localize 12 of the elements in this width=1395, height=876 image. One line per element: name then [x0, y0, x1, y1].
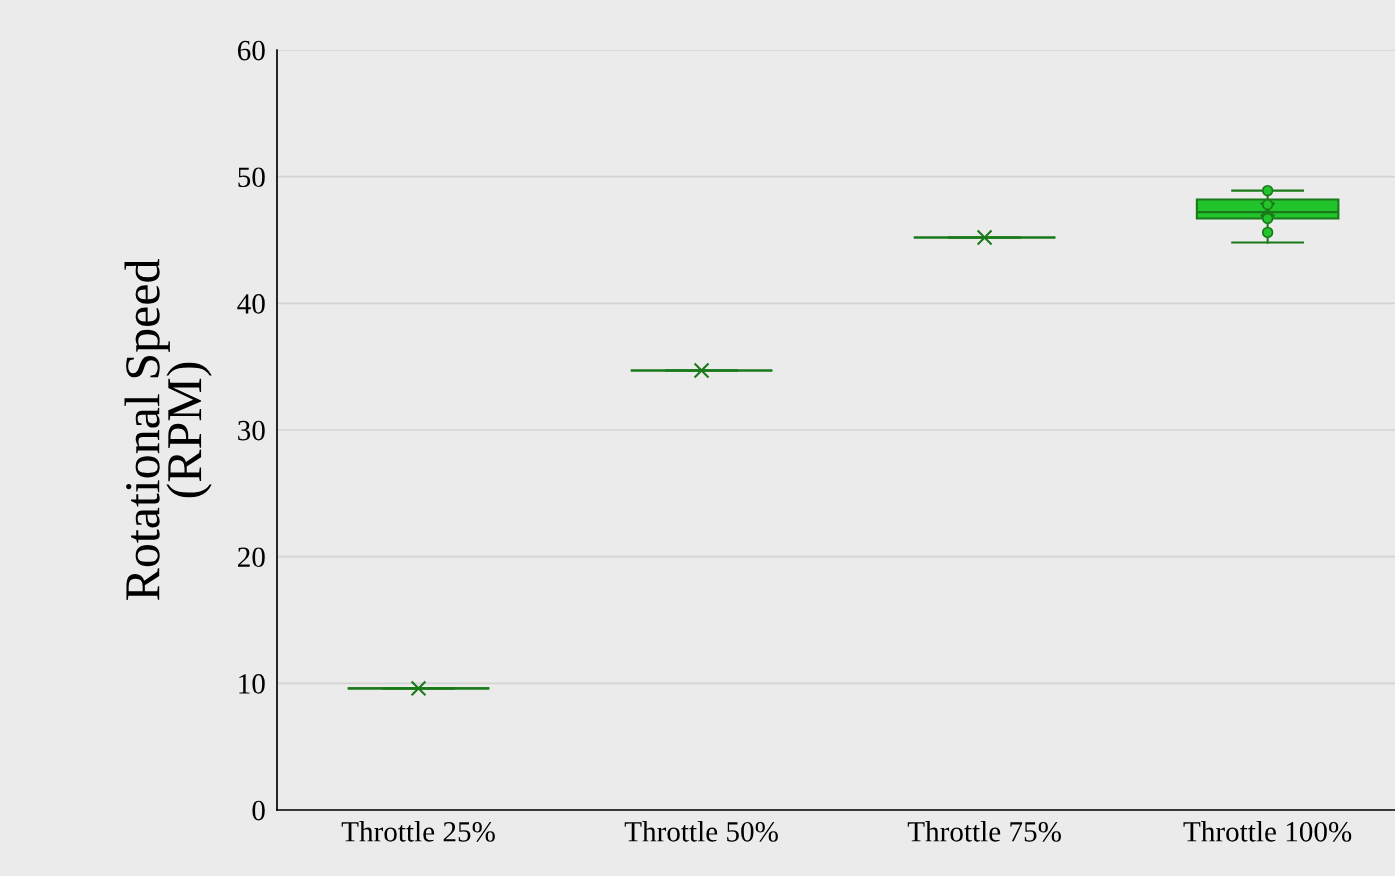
y-tick-label: 0 [252, 800, 265, 821]
x-tick-label: Throttle 100% [1183, 821, 1352, 842]
y-tick-label: 50 [238, 167, 265, 188]
y-axis-title: Rotational Speed (RPM) [124, 259, 212, 601]
y-tick-label: 20 [238, 547, 265, 568]
x-tick-label: Throttle 25% [341, 821, 495, 842]
y-tick-label: 40 [237, 294, 265, 314]
y-tick-label: 60 [237, 40, 265, 61]
x-tick-label: Throttle 50% [624, 821, 778, 842]
x-tick-label: Throttle 75% [907, 821, 1061, 842]
y-tick-label: 10 [239, 674, 265, 694]
y-tick-label: 30 [238, 420, 265, 441]
